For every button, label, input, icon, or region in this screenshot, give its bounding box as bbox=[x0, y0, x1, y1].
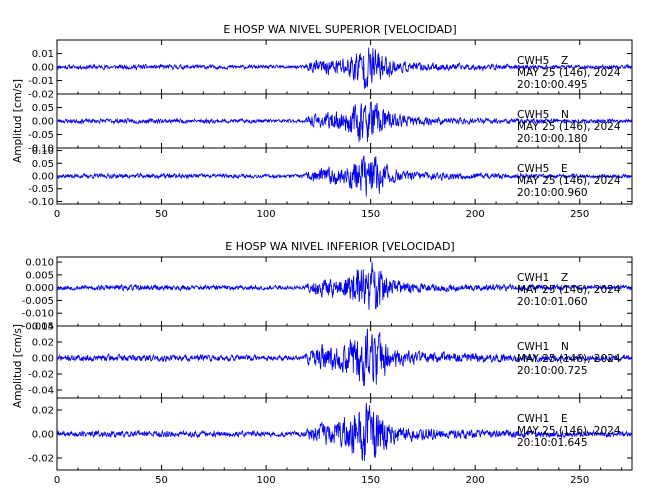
y-tick-label: -0.10 bbox=[28, 144, 54, 155]
time-label: 20:10:00.495 bbox=[517, 79, 588, 91]
y-tick-label: 0.005 bbox=[25, 270, 54, 281]
waveform-trace bbox=[57, 402, 633, 462]
y-tick-label: 0.02 bbox=[32, 406, 54, 417]
y-tick-label: 0.00 bbox=[32, 117, 54, 128]
x-tick-label: 150 bbox=[361, 475, 380, 486]
y-tick-label: 0.000 bbox=[25, 283, 54, 294]
waveform-trace bbox=[56, 101, 633, 143]
x-tick-label: 250 bbox=[570, 475, 589, 486]
time-label: 20:10:00.725 bbox=[517, 365, 588, 377]
y-tick-label: -0.02 bbox=[28, 454, 54, 465]
date-label: MAY 25 (146), 2024 bbox=[517, 425, 621, 437]
y-tick-label: 0.05 bbox=[32, 103, 54, 114]
date-label: MAY 25 (146), 2024 bbox=[517, 175, 621, 187]
y-tick-label: -0.015 bbox=[22, 322, 54, 333]
component-label: N bbox=[561, 109, 569, 121]
y-tick-label: 0.00 bbox=[32, 63, 54, 74]
x-tick-label: 150 bbox=[361, 209, 380, 220]
station-label: CWH5 bbox=[517, 55, 549, 67]
component-label: E bbox=[561, 413, 568, 425]
date-label: MAY 25 (146), 2024 bbox=[517, 284, 621, 296]
date-label: MAY 25 (146), 2024 bbox=[517, 121, 621, 133]
x-tick-label: 200 bbox=[466, 209, 485, 220]
x-tick-label: 250 bbox=[570, 209, 589, 220]
x-tick-label: 100 bbox=[257, 475, 276, 486]
component-label: Z bbox=[561, 55, 568, 67]
station-label: CWH5 bbox=[517, 109, 549, 121]
y-tick-label: 0.00 bbox=[32, 430, 54, 441]
time-label: 20:10:01.645 bbox=[517, 437, 588, 449]
lower-level-chart: E HOSP WA NIVEL INFERIOR [VELOCIDAD] Amp… bbox=[12, 240, 633, 486]
y-axis-label: Amplitud [cm/s] bbox=[12, 324, 24, 408]
date-label: MAY 25 (146), 2024 bbox=[517, 353, 621, 365]
chart-title: E HOSP WA NIVEL INFERIOR [VELOCIDAD] bbox=[225, 240, 454, 253]
time-label: 20:10:00.960 bbox=[517, 187, 588, 199]
y-tick-label: -0.01 bbox=[28, 76, 54, 87]
upper-level-chart: E HOSP WA NIVEL SUPERIOR [VELOCIDAD] Amp… bbox=[12, 23, 633, 220]
waveform-trace bbox=[56, 47, 633, 89]
y-tick-label: 0.05 bbox=[32, 159, 54, 170]
waveform-trace bbox=[56, 328, 633, 387]
x-tick-label: 0 bbox=[54, 475, 60, 486]
station-label: CWH1 bbox=[517, 413, 549, 425]
chart-title: E HOSP WA NIVEL SUPERIOR [VELOCIDAD] bbox=[223, 23, 456, 36]
waveform-trace bbox=[56, 261, 633, 310]
time-label: 20:10:01.060 bbox=[517, 296, 588, 308]
y-tick-label: -0.04 bbox=[28, 386, 54, 397]
time-label: 20:10:00.180 bbox=[517, 133, 588, 145]
y-tick-label: 0.00 bbox=[32, 354, 54, 365]
x-tick-label: 50 bbox=[155, 475, 168, 486]
y-tick-label: 0.010 bbox=[25, 258, 54, 269]
y-tick-label: -0.005 bbox=[22, 296, 54, 307]
y-tick-label: -0.02 bbox=[28, 370, 54, 381]
y-tick-label: -0.02 bbox=[28, 90, 54, 101]
y-tick-label: -0.05 bbox=[28, 130, 54, 141]
y-tick-label: 0.04 bbox=[32, 322, 54, 333]
y-tick-label: -0.010 bbox=[22, 309, 54, 320]
y-tick-label: 0.02 bbox=[32, 338, 54, 349]
y-tick-label: 0.10 bbox=[32, 146, 54, 157]
x-tick-label: 200 bbox=[466, 475, 485, 486]
x-tick-label: 0 bbox=[54, 209, 60, 220]
station-label: CWH1 bbox=[517, 341, 549, 353]
y-axis-label: Amplitud [cm/s] bbox=[12, 79, 24, 163]
x-tick-label: 50 bbox=[155, 209, 168, 220]
y-tick-label: -0.10 bbox=[28, 197, 54, 208]
station-label: CWH1 bbox=[517, 272, 549, 284]
date-label: MAY 25 (146), 2024 bbox=[517, 67, 621, 79]
y-tick-label: 0.01 bbox=[32, 49, 54, 60]
y-tick-label: 0.00 bbox=[32, 172, 54, 183]
x-tick-label: 100 bbox=[257, 209, 276, 220]
station-label: CWH5 bbox=[517, 163, 549, 175]
y-tick-label: -0.05 bbox=[28, 184, 54, 195]
component-label: Z bbox=[561, 272, 568, 284]
waveform-trace bbox=[56, 155, 633, 197]
component-label: E bbox=[561, 163, 568, 175]
component-label: N bbox=[561, 341, 569, 353]
